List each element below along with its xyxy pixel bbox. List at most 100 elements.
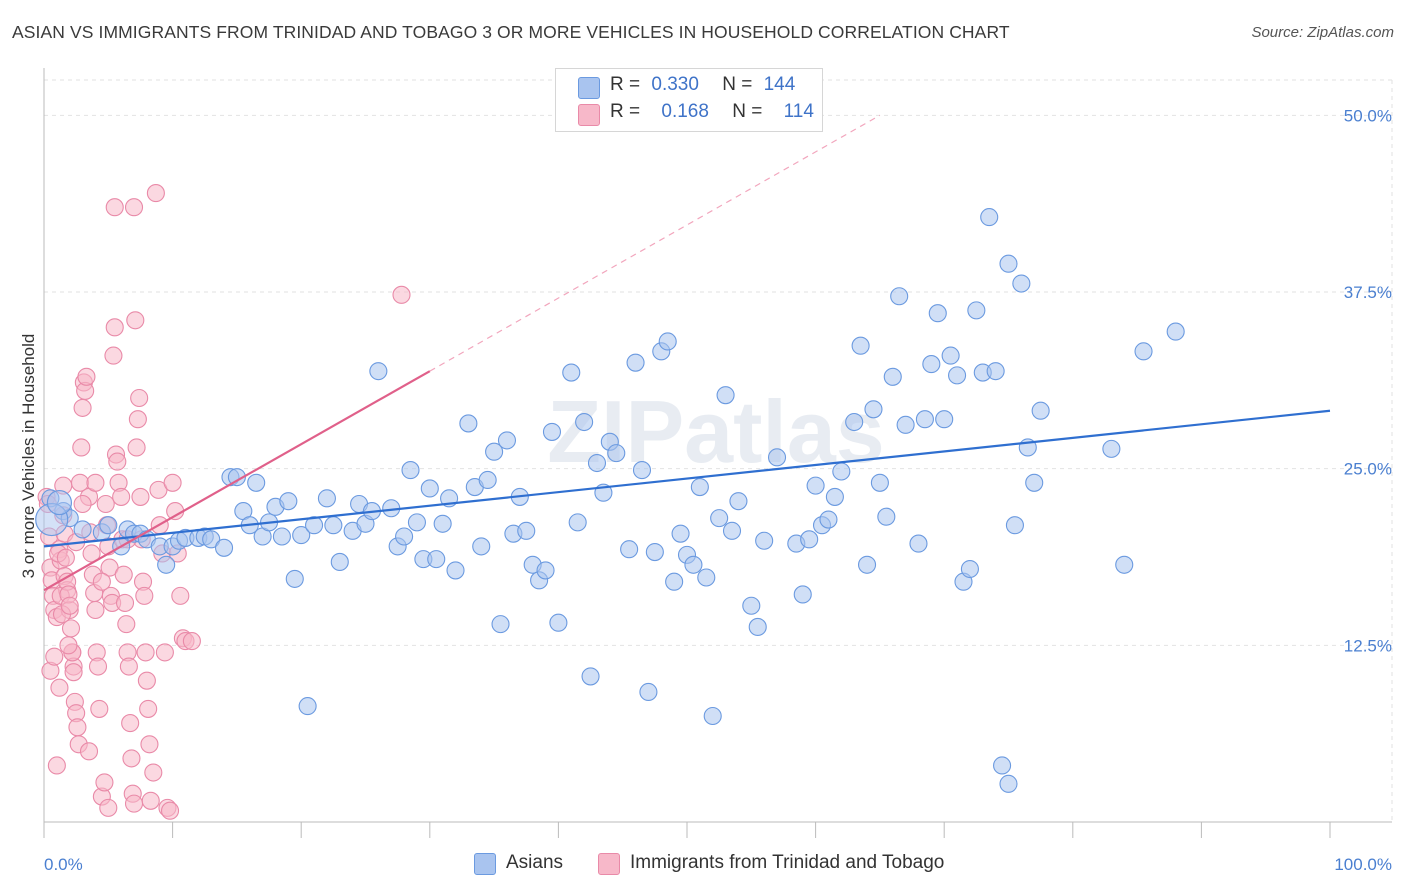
trinidad-point <box>160 801 180 820</box>
asians-point <box>960 559 979 579</box>
trinidad-point <box>50 678 69 697</box>
trend-lines <box>43 114 1331 592</box>
asians-point <box>587 453 607 473</box>
trinidad-point <box>130 388 149 408</box>
asians-point <box>1115 555 1134 574</box>
asians-point <box>980 208 999 227</box>
trinidad-point <box>121 714 140 733</box>
asians-point <box>941 346 960 365</box>
asians-point <box>948 366 967 385</box>
asians-point <box>272 527 291 546</box>
asians-point <box>369 362 388 381</box>
legend-r-label: R = <box>610 101 641 122</box>
trinidad-point <box>136 643 155 662</box>
asians-point <box>1025 473 1044 492</box>
asians-point <box>73 520 92 539</box>
trinidad-point <box>163 473 182 492</box>
asians-point <box>793 585 812 604</box>
asians-point <box>214 538 234 557</box>
asians-point <box>639 682 658 702</box>
asians-point <box>227 468 246 487</box>
asians-point <box>1166 322 1185 341</box>
trinidad-point <box>155 643 174 662</box>
trinidad-point <box>182 632 201 651</box>
chart-title: ASIAN VS IMMIGRANTS FROM TRINIDAD AND TO… <box>12 22 1010 42</box>
legend-swatch-asians <box>578 77 600 99</box>
asians-point <box>285 569 304 588</box>
trinidad-point <box>141 791 160 810</box>
asians-point <box>999 254 1018 273</box>
asians-point <box>446 561 465 580</box>
trinidad-point <box>112 487 131 506</box>
asians-point <box>485 442 504 461</box>
bottom-legend-swatch-asians <box>474 853 496 875</box>
series-asians-points <box>35 208 1185 793</box>
grid-lines <box>44 79 1393 822</box>
source-label: Source: ZipAtlas.com <box>1251 24 1394 41</box>
trinidad-point <box>73 494 92 514</box>
trinidad-point <box>77 367 96 386</box>
asians-point <box>896 415 915 434</box>
asians-point <box>928 304 947 323</box>
asians-point <box>645 543 664 562</box>
asians-point <box>575 412 594 432</box>
asians-point <box>407 513 426 532</box>
trinidad-point <box>86 473 105 492</box>
trinidad-point <box>47 756 66 775</box>
trinidad-point <box>59 636 78 655</box>
asians-point <box>472 537 491 556</box>
asians-point <box>864 400 883 419</box>
trinidad-point <box>79 742 99 761</box>
trinidad-point <box>105 318 124 337</box>
legend-r-label: R = <box>610 74 641 95</box>
y-tick-label: 12.5% <box>1344 636 1392 655</box>
asians-point <box>1134 342 1153 361</box>
asians-point <box>857 555 877 574</box>
asians-point <box>99 516 118 535</box>
trinidad-point <box>60 596 79 615</box>
legend-n-label: N = <box>722 74 753 95</box>
bottom-legend-label-trinidad: Immigrants from Trinidad and Tobago <box>630 852 945 873</box>
trinidad-point <box>126 311 145 330</box>
bottom-legend-label-asians: Asians <box>506 852 564 873</box>
asians-point <box>279 492 298 511</box>
asians-point <box>671 524 690 543</box>
trinidad-point <box>392 285 411 304</box>
trinidad-point <box>90 699 109 718</box>
asians-point <box>562 363 581 382</box>
asians-point <box>1031 401 1050 420</box>
asians-point <box>986 362 1005 381</box>
asians-point <box>632 461 652 480</box>
trinidad-point <box>72 438 91 457</box>
asians-point <box>324 516 343 535</box>
asians-point <box>800 530 819 549</box>
asians-point <box>890 287 909 306</box>
asians-point <box>806 476 825 495</box>
asians-trend-line <box>43 409 1331 548</box>
trinidad-point <box>140 735 159 754</box>
asians-point <box>716 386 735 405</box>
asians-point <box>517 521 536 540</box>
asians-point <box>832 462 851 481</box>
asians-point <box>157 555 176 574</box>
trinidad-point <box>128 410 147 429</box>
legend-n-label: N = <box>732 101 763 122</box>
trinidad-point <box>115 593 135 612</box>
asians-point <box>549 613 568 632</box>
series-trinidad-tobago-points <box>37 184 411 820</box>
asians-point <box>915 410 934 429</box>
asians-point <box>401 461 420 480</box>
asians-point <box>922 355 941 374</box>
legend-n-value-trinidad: 114 <box>783 101 814 122</box>
asians-point <box>883 367 902 386</box>
asians-point <box>999 774 1018 793</box>
trinidad-trend-extension <box>429 114 881 372</box>
asians-point <box>497 431 517 450</box>
legend-r-value-asians: 0.330 <box>651 74 699 95</box>
asians-point <box>755 531 774 550</box>
trinidad-point <box>45 647 64 666</box>
asians-point <box>420 479 439 498</box>
asians-point <box>967 301 986 320</box>
trinidad-point <box>131 487 150 506</box>
